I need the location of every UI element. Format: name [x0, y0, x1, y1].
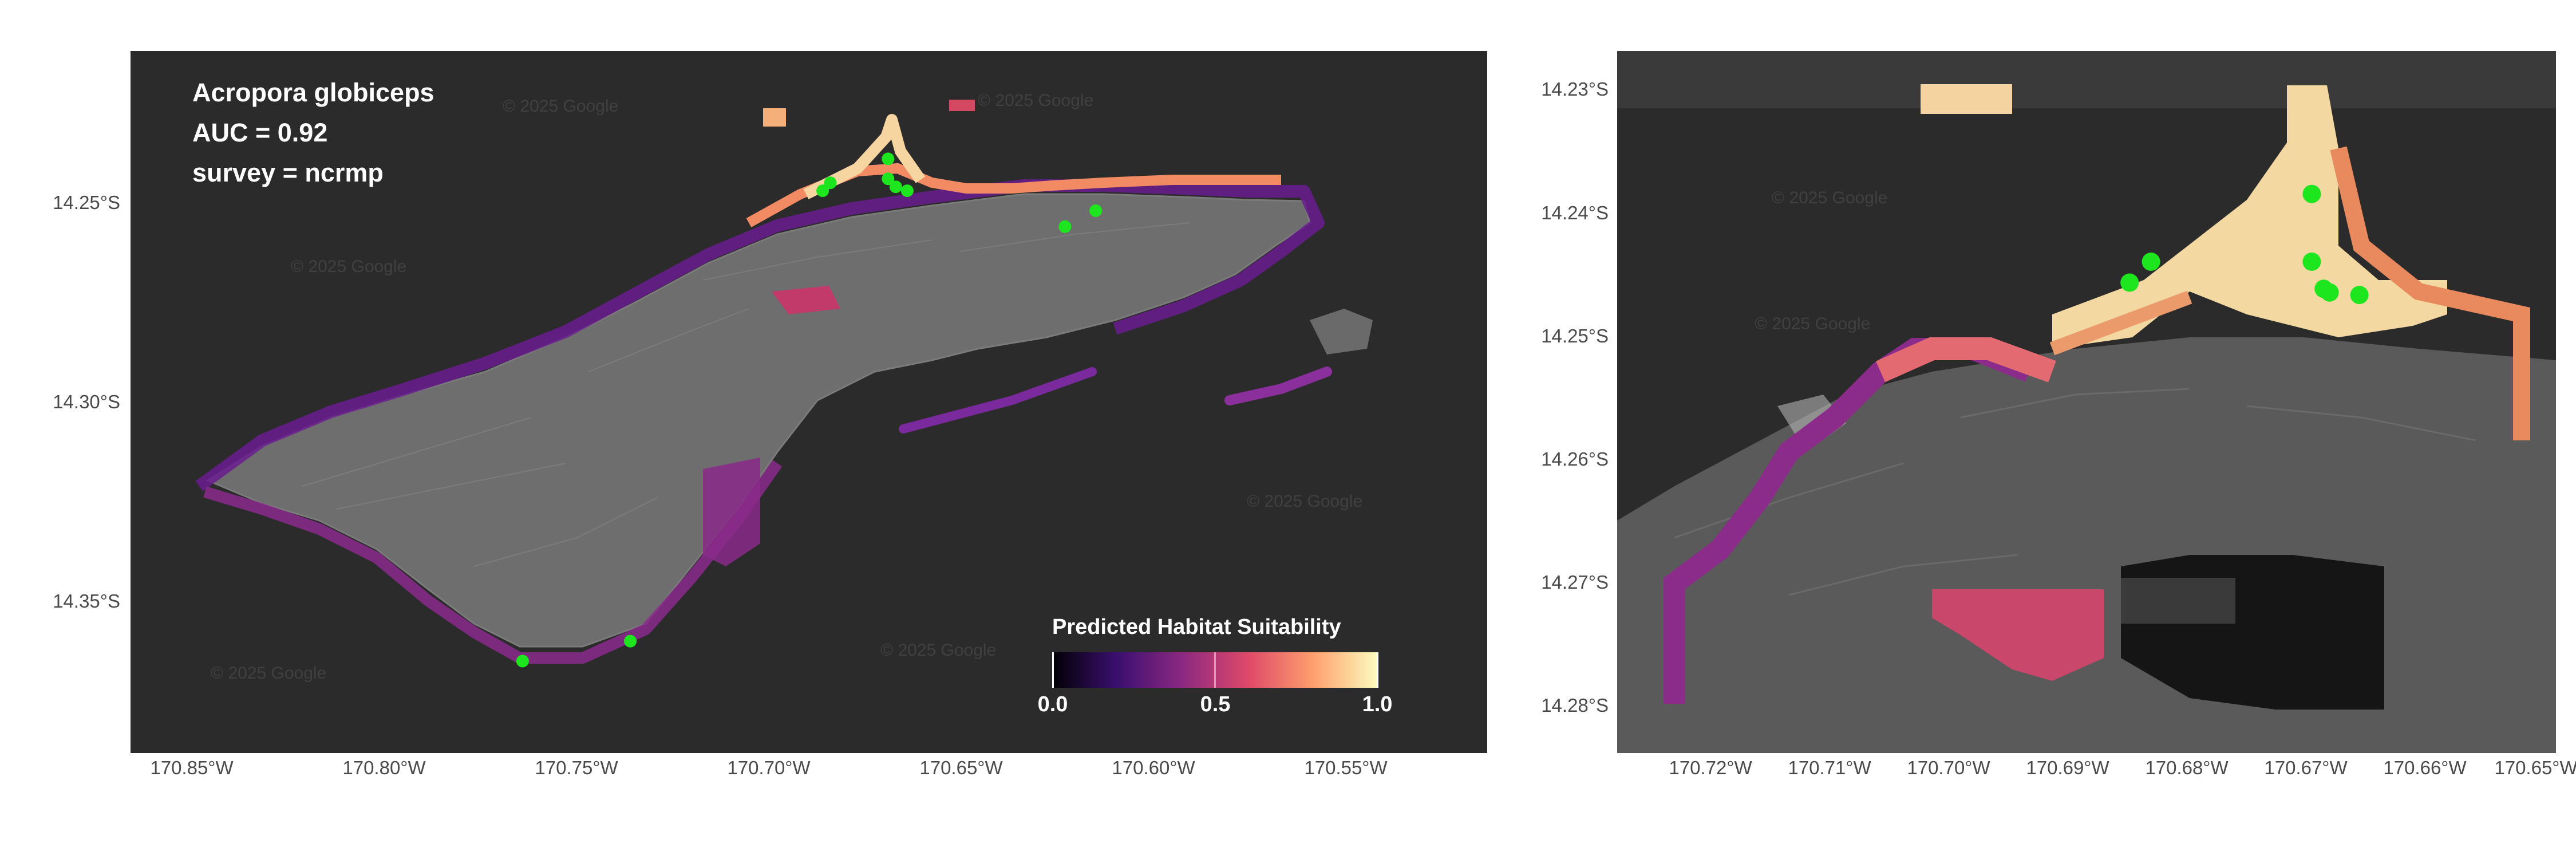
suitability-band-mid — [1875, 337, 2056, 383]
suitability-band-south-patch — [703, 458, 760, 566]
overview-map-canvas — [195, 100, 1378, 688]
x-tick-label: 170.67°W — [2264, 757, 2348, 778]
x-tick-label: 170.65°W — [2494, 757, 2576, 778]
terrain-shading — [302, 222, 1190, 567]
x-tick-label: 170.75°W — [535, 757, 618, 778]
survey-point — [824, 176, 837, 190]
survey-point — [2302, 184, 2321, 203]
suitability-band-low — [195, 179, 1325, 491]
survey-point — [2320, 283, 2339, 302]
suitability-band-high — [2052, 85, 2447, 349]
survey-name: survey = ncrmp — [192, 157, 384, 187]
x-tick-label: 170.72°W — [1669, 757, 1752, 778]
x-tick-label: 170.65°W — [919, 757, 1003, 778]
x-tick-label: 170.85°W — [150, 757, 234, 778]
islet — [1310, 309, 1373, 354]
survey-point — [2350, 286, 2369, 305]
suitability-patch — [763, 108, 786, 127]
suitability-band-south — [203, 460, 783, 664]
map-watermark: © 2025 Google — [1247, 492, 1363, 511]
map-watermark: © 2025 Google — [503, 97, 619, 116]
zoom-map: © 2025 Google © 2025 Google — [1617, 51, 2556, 753]
survey-point — [624, 635, 637, 648]
map-watermark: © 2025 Google — [1772, 188, 1888, 207]
legend-label-max: 1.0 — [1362, 692, 1393, 716]
survey-point — [1058, 220, 1072, 233]
y-tick-label: 14.30°S — [53, 391, 120, 412]
survey-points — [516, 152, 1103, 668]
island-landmass — [206, 193, 1311, 648]
suitability-patch-south — [1932, 589, 2104, 681]
terrain-shading — [1674, 388, 2476, 596]
x-tick-label: 170.71°W — [1788, 757, 1871, 778]
survey-point — [882, 152, 895, 166]
y-tick-label: 14.24°S — [1541, 202, 1609, 223]
legend-label-mid: 0.5 — [1200, 692, 1231, 716]
x-tick-label: 170.70°W — [727, 757, 811, 778]
auc-value: AUC = 0.92 — [192, 117, 328, 147]
suitability-band-edge — [2049, 290, 2192, 356]
land-terrain — [1617, 337, 2556, 753]
map-watermark: © 2025 Google — [880, 641, 997, 660]
bay-dark-detail — [2121, 578, 2235, 624]
y-tick-label: 14.23°S — [1541, 78, 1609, 100]
x-tick-label: 170.60°W — [1112, 757, 1195, 778]
x-tick-label: 170.55°W — [1304, 757, 1388, 778]
x-tick-label: 170.70°W — [1907, 757, 1990, 778]
legend-tick — [1052, 652, 1054, 688]
legend-tick — [1377, 652, 1378, 688]
survey-point — [889, 180, 902, 194]
survey-point — [2120, 273, 2139, 292]
y-tick-label: 14.26°S — [1541, 448, 1609, 470]
suitability-band-offshore — [899, 367, 1097, 434]
x-tick-label: 170.68°W — [2145, 757, 2229, 778]
map-watermark: © 2025 Google — [978, 91, 1094, 110]
survey-point — [2302, 253, 2321, 271]
x-tick-label: 170.66°W — [2383, 757, 2467, 778]
suitability-band-offshore — [1224, 367, 1332, 405]
map-title-block: Acropora globiceps AUC = 0.92 survey = n… — [192, 73, 434, 192]
map-watermark: © 2025 Google — [211, 664, 327, 683]
ocean-strip — [1617, 51, 2556, 108]
y-tick-label: 14.25°S — [53, 192, 120, 213]
x-tick-label: 170.69°W — [2026, 757, 2109, 778]
survey-point — [516, 655, 529, 668]
y-tick-label: 14.35°S — [53, 590, 120, 612]
survey-point — [882, 172, 895, 186]
map-watermark: © 2025 Google — [291, 257, 407, 276]
survey-point — [2142, 253, 2160, 271]
survey-point — [1089, 204, 1103, 217]
suitability-band-edge — [2330, 146, 2530, 440]
survey-points — [2120, 184, 2369, 305]
y-tick-label: 14.27°S — [1541, 572, 1609, 593]
suitability-patch — [772, 286, 840, 314]
legend-title: Predicted Habitat Suitability — [1052, 615, 1341, 639]
suitability-patch — [1921, 84, 2012, 114]
legend-tick — [1214, 652, 1216, 688]
survey-point — [900, 184, 914, 198]
legend-label-min: 0.0 — [1037, 692, 1068, 716]
survey-point — [816, 184, 829, 198]
y-tick-label: 14.28°S — [1541, 695, 1609, 716]
y-tick-label: 14.25°S — [1541, 325, 1609, 346]
x-tick-label: 170.80°W — [342, 757, 426, 778]
overview-map: © 2025 Google © 2025 Google © 2025 Googl… — [131, 51, 1487, 753]
species-name: Acropora globiceps — [192, 78, 434, 107]
suitability-band-peak — [803, 114, 926, 199]
zoom-map-canvas — [1617, 51, 2556, 753]
suitability-patch — [949, 100, 975, 111]
map-watermark: © 2025 Google — [1755, 314, 1871, 333]
